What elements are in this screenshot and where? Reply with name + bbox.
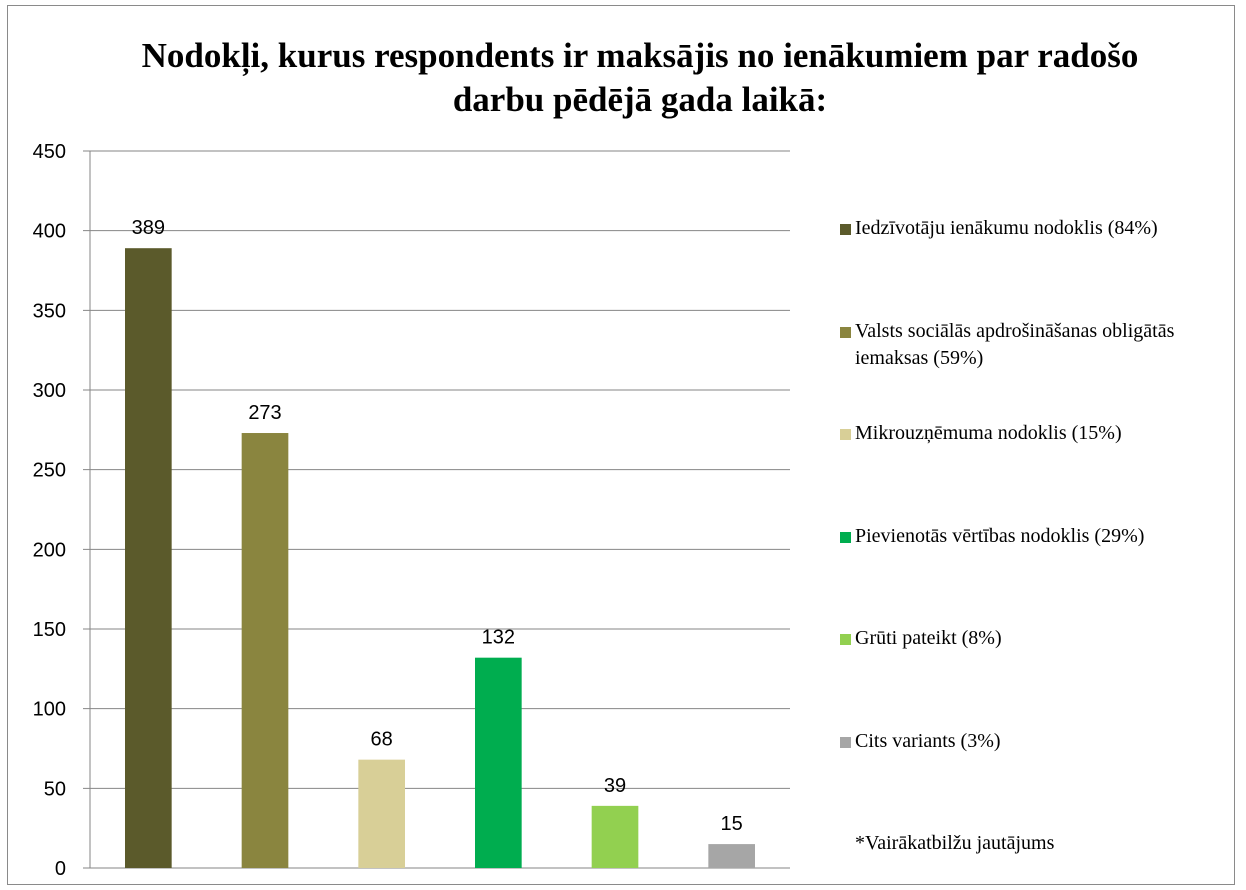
legend-swatch: [840, 634, 851, 645]
data-label: 15: [721, 813, 743, 835]
chart-title: Nodokļi, kurus respondents ir maksājis n…: [141, 36, 1139, 119]
legend-label: Valsts sociālās apdrošināšanas obligātās…: [855, 319, 1175, 369]
legend-label: Pievienotās vērtības nodoklis (29%): [855, 524, 1145, 547]
legend-label: Cits variants (3%): [855, 729, 1001, 752]
chart-border: [7, 5, 1235, 885]
y-tick-label: 150: [33, 619, 66, 641]
legend-swatch: [840, 429, 851, 440]
legend-item: Valsts sociālās apdrošināšanas obligātās…: [840, 318, 1225, 372]
data-label: 132: [482, 627, 515, 649]
y-tick-label: 300: [33, 380, 66, 402]
legend-item: Mikrouzņēmuma nodoklis (15%): [840, 420, 1225, 447]
legend-label: Grūti pateikt (8%): [855, 627, 1002, 649]
legend-label: Iedzīvotāju ienākumu nodoklis (84%): [855, 217, 1158, 239]
legend-item: Iedzīvotāju ienākumu nodoklis (84%): [840, 215, 1185, 242]
y-tick-label: 50: [44, 778, 66, 800]
data-label: 39: [604, 775, 626, 797]
y-tick-label: 400: [33, 221, 66, 243]
bar: [591, 805, 639, 868]
legend-item: Pievienotās vērtības nodoklis (29%): [840, 523, 1185, 550]
legend-swatch: [840, 326, 851, 338]
legend-swatch: [840, 736, 851, 748]
bar: [125, 248, 172, 868]
y-tick-label: 200: [33, 539, 66, 561]
data-label: 389: [132, 217, 165, 239]
y-tick-label: 350: [33, 300, 66, 322]
data-label: 68: [371, 729, 393, 751]
bar: [708, 844, 755, 868]
legend-swatch: [840, 224, 851, 235]
annotation: *Vairākatbilžu jautājums: [855, 832, 1055, 854]
bar: [358, 759, 405, 868]
legend-swatch: [840, 531, 851, 543]
legend-item: Cits variants (3%): [840, 728, 1225, 755]
y-tick-label: 450: [33, 141, 66, 163]
legend-item: Grūti pateikt (8%): [840, 625, 1225, 652]
y-tick-label: 100: [33, 699, 66, 721]
bar: [241, 433, 289, 868]
y-tick-label: 0: [55, 858, 66, 880]
y-tick-label: 250: [33, 460, 66, 482]
bar: [475, 657, 522, 868]
legend-label: Mikrouzņēmuma nodoklis (15%): [855, 422, 1122, 444]
data-label: 273: [248, 402, 281, 424]
